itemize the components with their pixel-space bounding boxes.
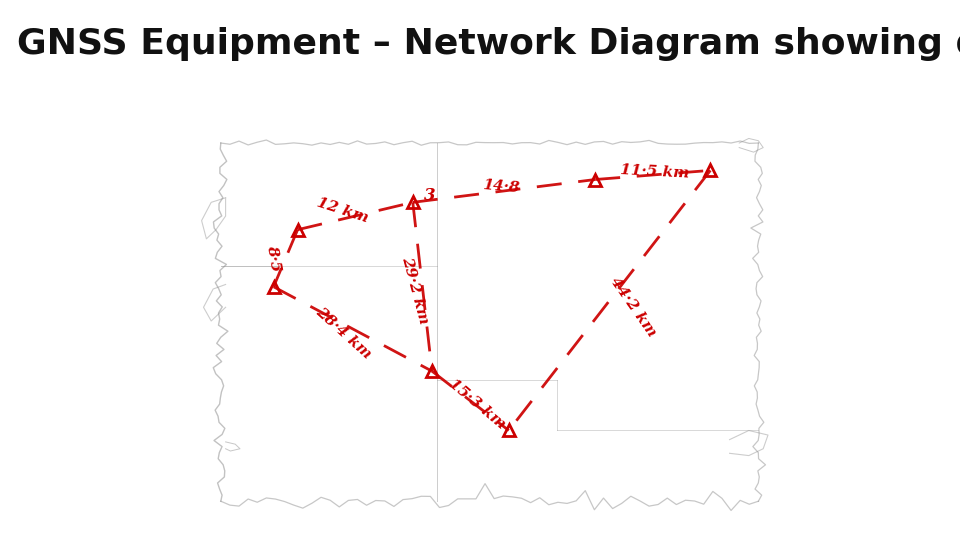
Text: 12 km: 12 km [315,195,371,225]
Text: 28·4 km: 28·4 km [313,305,374,362]
Text: 44·2 km: 44·2 km [608,275,660,340]
Text: 15·3 km: 15·3 km [446,376,508,431]
Text: 8·5: 8·5 [264,244,283,273]
Text: 11·5 km: 11·5 km [620,164,689,181]
Text: 29·2 km: 29·2 km [399,255,430,325]
Text: 14·8: 14·8 [482,178,520,195]
Text: GNSS Equipment – Network Diagram showing distances: GNSS Equipment – Network Diagram showing… [17,26,960,60]
Text: 3: 3 [424,187,436,204]
